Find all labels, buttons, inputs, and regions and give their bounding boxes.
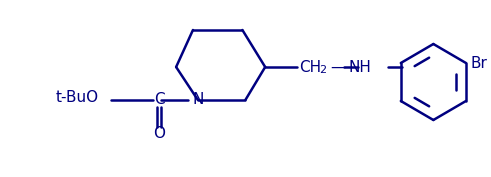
- Text: C: C: [154, 93, 164, 107]
- Text: N: N: [192, 93, 204, 107]
- Text: Br: Br: [471, 56, 488, 70]
- Text: CH: CH: [299, 59, 321, 75]
- Text: 2: 2: [320, 65, 327, 75]
- Text: NH: NH: [348, 59, 371, 75]
- Text: —: —: [330, 59, 346, 75]
- Text: t-BuO: t-BuO: [55, 90, 99, 105]
- Text: O: O: [153, 125, 165, 141]
